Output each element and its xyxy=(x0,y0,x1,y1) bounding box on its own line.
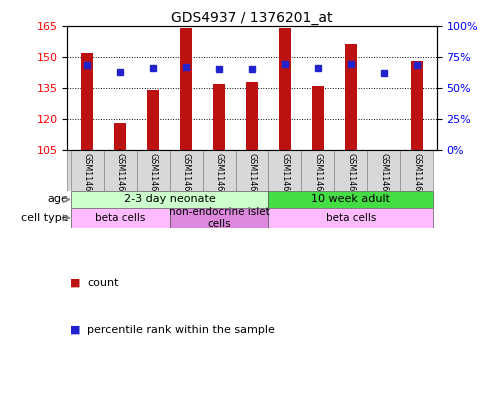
Text: cell type: cell type xyxy=(21,213,68,223)
Text: GSM1146031: GSM1146031 xyxy=(83,153,92,206)
Bar xyxy=(104,151,137,191)
Bar xyxy=(279,28,291,151)
Bar xyxy=(236,151,268,191)
Bar xyxy=(246,82,258,151)
Text: beta cells: beta cells xyxy=(326,213,376,223)
Text: GSM1146027: GSM1146027 xyxy=(313,153,322,207)
Text: percentile rank within the sample: percentile rank within the sample xyxy=(87,325,275,335)
Bar xyxy=(170,151,203,191)
Text: GSM1146032: GSM1146032 xyxy=(116,153,125,207)
Bar xyxy=(400,151,433,191)
Bar xyxy=(180,28,192,151)
Bar xyxy=(268,191,433,208)
Bar xyxy=(71,208,170,228)
Bar xyxy=(147,90,159,151)
Bar xyxy=(268,208,433,228)
Bar xyxy=(334,151,367,191)
Text: 2-3 day neonate: 2-3 day neonate xyxy=(124,195,216,204)
Bar xyxy=(312,86,324,151)
Bar xyxy=(203,151,236,191)
Text: 10 week adult: 10 week adult xyxy=(311,195,390,204)
Text: GSM1146028: GSM1146028 xyxy=(346,153,355,207)
Text: GSM1146036: GSM1146036 xyxy=(248,153,256,206)
Text: GSM1146030: GSM1146030 xyxy=(412,153,421,206)
Text: GSM1146034: GSM1146034 xyxy=(182,153,191,206)
Bar xyxy=(170,208,268,228)
Text: age: age xyxy=(47,195,68,204)
Bar xyxy=(345,44,357,151)
Text: non-endocrine islet
cells: non-endocrine islet cells xyxy=(169,207,269,229)
Bar xyxy=(268,151,301,191)
Text: beta cells: beta cells xyxy=(95,213,145,223)
Text: GSM1146029: GSM1146029 xyxy=(379,153,388,207)
Text: GSM1146035: GSM1146035 xyxy=(215,153,224,207)
Text: ■: ■ xyxy=(70,278,80,288)
Text: ■: ■ xyxy=(70,325,80,335)
Text: count: count xyxy=(87,278,119,288)
Bar xyxy=(301,151,334,191)
Bar xyxy=(114,123,126,151)
Bar xyxy=(81,53,93,151)
Title: GDS4937 / 1376201_at: GDS4937 / 1376201_at xyxy=(171,11,333,24)
Bar xyxy=(213,84,225,151)
Bar xyxy=(411,61,423,151)
Text: GSM1146033: GSM1146033 xyxy=(149,153,158,206)
Bar xyxy=(71,191,268,208)
Bar xyxy=(71,151,104,191)
Bar xyxy=(367,151,400,191)
Bar xyxy=(137,151,170,191)
Text: GSM1146026: GSM1146026 xyxy=(280,153,289,207)
